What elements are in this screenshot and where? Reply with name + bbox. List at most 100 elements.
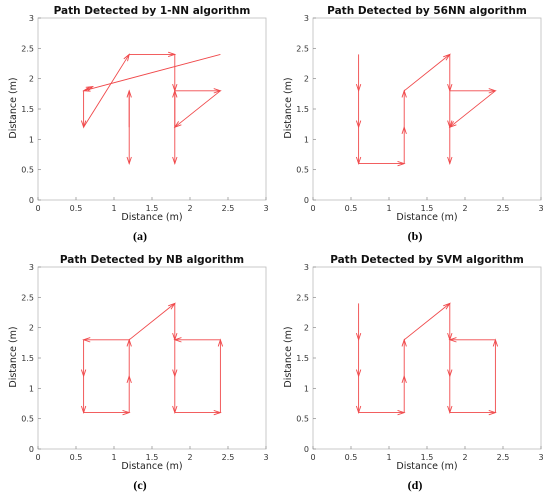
path-arrow	[126, 89, 132, 128]
chart-svg-nb: Path Detected by NB algorithm 0 0.5 1 1.5 2 2…	[8, 254, 269, 492]
chart-panel-svm: Path Detected by SVM algorithm 0 0.5 1 1.5 2…	[275, 249, 550, 498]
axes-box	[312, 17, 542, 201]
path-arrow	[126, 374, 132, 413]
x-tick-label: 2.5	[222, 204, 235, 213]
path-arrow	[126, 338, 132, 377]
path-arrow	[355, 90, 362, 129]
x-tick-label: 2	[462, 453, 467, 462]
panel-caption: (d)	[408, 478, 423, 492]
path-arrow	[401, 338, 407, 377]
x-tick-label: 1.5	[146, 204, 159, 213]
path-arrow	[172, 89, 178, 128]
x-tick-label: 0	[35, 204, 40, 213]
y-tick-label: 1.5	[296, 354, 309, 363]
path-arrow	[128, 302, 176, 341]
y-tick-label: 0.5	[296, 166, 309, 175]
path-arrow	[401, 89, 407, 128]
y-axis-label: Distance (m)	[283, 77, 294, 138]
path-arrows	[355, 302, 499, 416]
y-tick-label: 1.5	[21, 105, 34, 114]
y-tick-label: 2.5	[21, 44, 34, 53]
path-arrow	[449, 88, 497, 94]
axes-box	[37, 17, 267, 201]
x-tick-label: 3	[538, 204, 543, 213]
x-axis-label: Distance (m)	[121, 212, 182, 223]
x-tick-label: 1	[111, 453, 116, 462]
path-arrow	[173, 337, 221, 343]
chart-panel-1nn: Path Detected by 1-NN algorithm 0 0.5 1 1.5…	[0, 0, 275, 249]
path-arrow	[401, 125, 407, 164]
x-axis-label: Distance (m)	[121, 461, 182, 472]
y-tick-label: 1.5	[21, 354, 34, 363]
y-tick-label: 3	[304, 14, 309, 23]
x-tick-label: 1.5	[146, 453, 159, 462]
path-arrow	[80, 90, 87, 129]
path-arrow	[355, 339, 362, 378]
path-arrow	[172, 339, 178, 378]
y-tick-label: 0	[304, 445, 309, 454]
path-arrow	[174, 409, 222, 416]
plot-area: 0 0.5 1 1.5 2 2.5 3 0 0.5 1 1.5 2 2.5 3	[296, 263, 543, 462]
x-tick-label: 2.5	[497, 204, 510, 213]
y-tick-label: 0.5	[21, 166, 34, 175]
y-axis-label: Distance (m)	[283, 326, 294, 387]
chart-svg-svm: Path Detected by SVM algorithm 0 0.5 1 1.5 2…	[283, 254, 544, 492]
y-tick-label: 0.5	[296, 415, 309, 424]
y-tick-label: 2	[304, 324, 309, 333]
y-tick-label: 2	[29, 324, 34, 333]
x-tick-label: 2.5	[222, 453, 235, 462]
path-arrow	[355, 376, 362, 415]
path-arrow	[129, 51, 177, 58]
y-tick-label: 2.5	[21, 293, 34, 302]
x-tick-label: 0.5	[70, 453, 83, 462]
x-tick-label: 1.5	[421, 204, 434, 213]
path-arrow	[355, 303, 362, 342]
path-arrow	[80, 339, 87, 378]
path-arrow	[449, 409, 497, 416]
path-arrow	[447, 127, 453, 166]
path-arrow	[174, 88, 222, 94]
x-tick-label: 0.5	[70, 204, 83, 213]
axes-box	[37, 266, 267, 450]
chart-panel-56nn: Path Detected by 56NN algorithm 0 0.5 1 1.5…	[275, 0, 550, 249]
y-tick-label: 2.5	[296, 44, 309, 53]
path-arrow	[447, 90, 453, 129]
x-tick-label: 0	[310, 453, 315, 462]
path-arrows	[80, 302, 224, 416]
chart-panel-nb: Path Detected by NB algorithm 0 0.5 1 1.5 2 2…	[0, 249, 275, 498]
y-tick-label: 1	[29, 135, 34, 144]
plot-area: 0 0.5 1 1.5 2 2.5 3 0 0.5 1 1.5 2 2.5 3	[21, 14, 268, 213]
path-arrow	[355, 54, 362, 93]
path-arrow	[401, 374, 407, 413]
path-arrow	[448, 90, 496, 129]
y-axis-label: Distance (m)	[8, 77, 19, 138]
x-tick-label: 3	[538, 453, 543, 462]
chart-svg-1nn: Path Detected by 1-NN algorithm 0 0.5 1 1.5…	[8, 5, 269, 243]
path-arrow	[358, 409, 406, 416]
path-arrow	[403, 53, 451, 92]
plot-area: 0 0.5 1 1.5 2 2.5 3 0 0.5 1 1.5 2 2.5 3	[296, 14, 543, 213]
x-tick-label: 0.5	[345, 453, 358, 462]
path-arrows	[355, 53, 497, 167]
path-arrow	[83, 409, 131, 416]
y-tick-label: 2	[29, 75, 34, 84]
x-tick-label: 1.5	[421, 453, 434, 462]
x-tick-label: 3	[263, 453, 268, 462]
path-arrow	[172, 54, 178, 93]
path-arrow	[82, 337, 130, 343]
panel-caption: (a)	[133, 229, 147, 243]
path-arrow	[358, 160, 406, 167]
x-tick-label: 0	[310, 204, 315, 213]
path-arrow	[447, 376, 453, 415]
x-tick-label: 0.5	[345, 204, 358, 213]
panel-caption: (c)	[133, 478, 146, 492]
chart-svg-56nn: Path Detected by 56NN algorithm 0 0.5 1 1.5…	[283, 5, 544, 243]
y-tick-label: 1	[304, 135, 309, 144]
x-tick-label: 2.5	[497, 453, 510, 462]
path-arrow	[403, 302, 451, 341]
chart-title: Path Detected by 1-NN algorithm	[54, 5, 251, 17]
x-tick-label: 1	[386, 453, 391, 462]
path-arrow	[492, 338, 499, 413]
path-arrow	[447, 54, 453, 93]
axes-box	[312, 266, 542, 450]
